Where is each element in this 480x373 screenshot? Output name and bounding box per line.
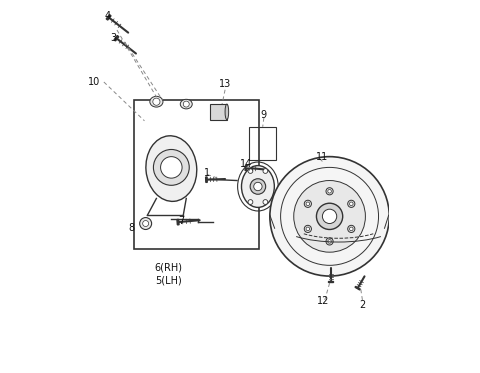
Circle shape	[140, 217, 152, 229]
Text: 12: 12	[317, 296, 330, 306]
Circle shape	[323, 209, 337, 223]
Polygon shape	[245, 165, 247, 170]
Bar	[134, 100, 259, 249]
Text: 2: 2	[360, 300, 366, 310]
Circle shape	[328, 239, 331, 243]
Circle shape	[143, 220, 149, 226]
Text: 3: 3	[110, 34, 117, 43]
Circle shape	[349, 227, 353, 231]
Circle shape	[306, 202, 310, 206]
Circle shape	[154, 150, 189, 185]
Circle shape	[304, 225, 312, 232]
Circle shape	[270, 157, 389, 276]
Circle shape	[326, 188, 333, 195]
Polygon shape	[114, 35, 119, 41]
Circle shape	[153, 98, 160, 105]
Polygon shape	[177, 219, 179, 225]
Circle shape	[183, 101, 189, 107]
Circle shape	[326, 238, 333, 245]
Text: 11: 11	[316, 152, 328, 162]
Text: 8: 8	[128, 223, 134, 233]
Circle shape	[294, 181, 365, 252]
Circle shape	[263, 169, 268, 173]
Polygon shape	[205, 177, 207, 182]
Circle shape	[328, 189, 331, 193]
Ellipse shape	[150, 96, 163, 107]
Polygon shape	[106, 15, 111, 20]
Ellipse shape	[241, 166, 275, 207]
Circle shape	[248, 200, 253, 204]
Circle shape	[348, 225, 355, 232]
Circle shape	[248, 169, 253, 173]
Circle shape	[250, 179, 265, 194]
Circle shape	[348, 200, 355, 207]
Text: 5(LH): 5(LH)	[155, 276, 182, 286]
Text: 14: 14	[240, 159, 252, 169]
Text: 6(RH): 6(RH)	[155, 262, 182, 272]
Circle shape	[306, 227, 310, 231]
Circle shape	[316, 203, 343, 229]
Bar	[249, 127, 276, 160]
Text: 10: 10	[87, 77, 100, 87]
Circle shape	[349, 202, 353, 206]
Circle shape	[263, 200, 268, 204]
Ellipse shape	[225, 104, 228, 120]
Circle shape	[161, 157, 182, 178]
Text: 1: 1	[204, 168, 210, 178]
Text: 7: 7	[179, 216, 185, 226]
Ellipse shape	[146, 136, 197, 201]
Text: 13: 13	[219, 79, 231, 89]
Text: 9: 9	[261, 110, 267, 120]
Circle shape	[304, 200, 312, 207]
Polygon shape	[355, 286, 360, 290]
Ellipse shape	[180, 99, 192, 109]
Circle shape	[254, 182, 262, 191]
Bar	[210, 104, 227, 120]
Text: 4: 4	[104, 11, 110, 21]
